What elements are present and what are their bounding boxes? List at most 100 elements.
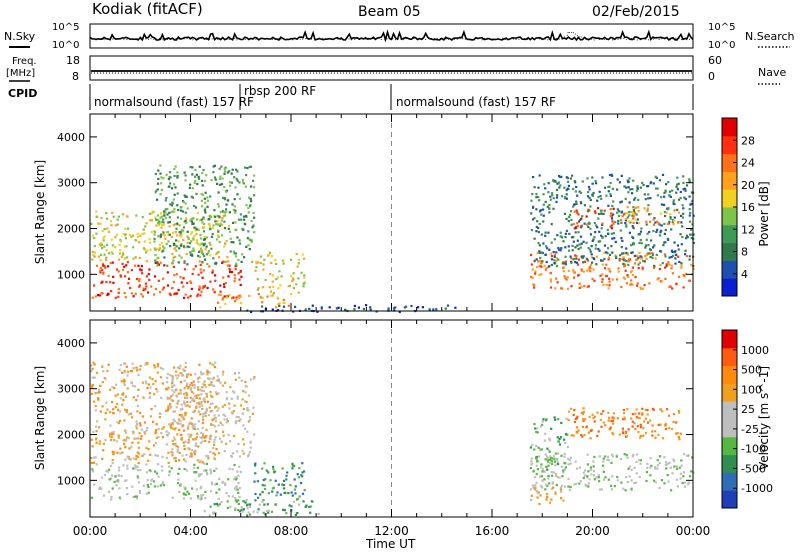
data-cell <box>551 462 554 465</box>
data-cell <box>607 247 610 250</box>
data-cell <box>638 233 641 236</box>
data-cell <box>280 275 283 278</box>
data-cell <box>211 271 214 274</box>
data-cell <box>189 497 193 500</box>
data-cell <box>171 187 174 190</box>
data-cell <box>200 389 203 392</box>
data-cell <box>541 260 544 263</box>
data-cell <box>106 369 109 373</box>
data-cell <box>587 470 590 473</box>
data-cell <box>213 458 216 461</box>
data-cell <box>676 176 679 179</box>
data-cell <box>144 288 147 291</box>
data-cell <box>245 204 248 207</box>
data-cell <box>550 241 553 244</box>
data-cell <box>574 226 578 229</box>
data-cell <box>144 380 147 383</box>
data-cell <box>298 467 301 470</box>
data-cell <box>586 475 589 478</box>
data-cell <box>688 481 691 484</box>
data-cell <box>163 264 166 267</box>
data-cell <box>91 296 94 299</box>
data-cell <box>309 505 312 508</box>
data-cell <box>562 261 565 264</box>
data-cell <box>641 407 644 410</box>
data-cell <box>656 228 659 231</box>
data-cell <box>533 237 536 240</box>
data-cell <box>538 244 541 247</box>
x-tick-label: 08:00 <box>274 524 309 538</box>
data-cell <box>267 471 270 474</box>
data-cell <box>126 467 129 470</box>
data-cell <box>580 217 583 220</box>
data-cell <box>662 241 666 244</box>
data-cell <box>116 479 120 482</box>
data-cell <box>210 179 213 182</box>
data-cell <box>548 449 551 452</box>
data-cell <box>672 458 675 461</box>
data-cell <box>118 243 121 247</box>
data-cell <box>237 491 240 494</box>
data-cell <box>564 442 567 445</box>
data-cell <box>240 508 243 511</box>
data-cell <box>242 215 246 218</box>
data-cell <box>210 394 213 397</box>
data-cell <box>673 219 676 222</box>
data-cell <box>223 295 226 298</box>
data-cell <box>304 308 307 311</box>
data-cell <box>620 252 624 255</box>
data-cell <box>154 216 157 219</box>
data-cell <box>546 456 549 460</box>
data-cell <box>191 222 194 226</box>
data-cell <box>545 260 548 264</box>
data-cell <box>625 212 628 215</box>
data-cell <box>119 238 122 241</box>
data-cell <box>138 490 141 493</box>
freq-label: Freq. <box>12 56 37 67</box>
data-cell <box>180 415 183 418</box>
data-cell <box>173 247 176 250</box>
data-cell <box>137 481 141 484</box>
data-cell <box>111 401 114 404</box>
data-cell <box>187 386 190 389</box>
data-cell <box>198 288 201 291</box>
data-cell <box>625 217 628 220</box>
data-cell <box>633 198 636 201</box>
data-cell <box>537 195 540 199</box>
data-cell <box>208 223 211 226</box>
data-cell <box>153 247 156 250</box>
data-cell <box>105 469 108 472</box>
data-cell <box>146 479 149 482</box>
data-cell <box>109 220 112 223</box>
data-cell <box>197 175 200 178</box>
data-cell <box>91 376 94 379</box>
data-cell <box>271 490 274 493</box>
data-cell <box>637 416 640 419</box>
data-cell <box>134 256 137 259</box>
data-cell <box>587 285 590 288</box>
data-cell <box>672 202 675 205</box>
data-cell <box>659 212 663 215</box>
data-cell <box>234 252 237 255</box>
data-cell <box>250 219 253 223</box>
data-cell <box>135 455 138 458</box>
data-cell <box>678 198 681 201</box>
time-ticks: 00:00 04:00 08:00 12:00 16:00 20:00 00:00 <box>73 524 711 538</box>
data-cell <box>656 194 659 197</box>
data-cell <box>648 213 651 216</box>
data-cell <box>155 190 158 193</box>
data-cell <box>641 287 645 290</box>
data-cell <box>669 217 672 220</box>
data-cell <box>108 478 111 481</box>
data-cell <box>586 463 589 466</box>
data-cell <box>299 482 303 485</box>
data-cell <box>630 244 633 247</box>
data-cell <box>192 438 195 441</box>
data-cell <box>129 286 132 290</box>
data-cell <box>166 434 169 437</box>
data-cell <box>193 249 196 252</box>
data-cell <box>214 361 217 364</box>
data-cell <box>177 478 180 481</box>
data-cell <box>309 511 312 514</box>
data-cell <box>99 259 102 262</box>
